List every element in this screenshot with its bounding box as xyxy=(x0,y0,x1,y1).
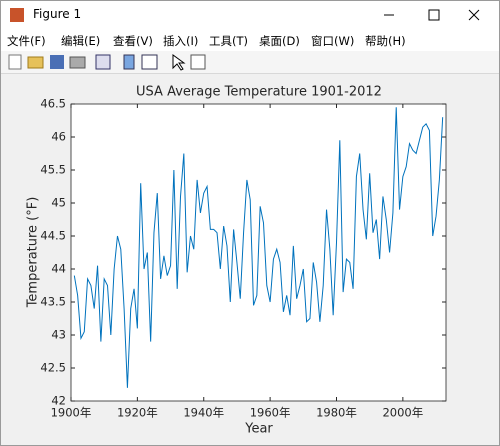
app-icon xyxy=(10,8,24,22)
x-tick-label: 1940年 xyxy=(183,406,224,420)
menu-item[interactable]: 窗口(W) xyxy=(311,34,355,48)
x-tick-label: 1980年 xyxy=(316,406,357,420)
y-tick-label: 42.5 xyxy=(40,361,66,375)
toolbar xyxy=(1,51,499,74)
y-axis-label: Temperature (°F) xyxy=(26,197,41,309)
menu-item[interactable]: 插入(I) xyxy=(163,34,199,48)
y-tick-label: 42 xyxy=(51,394,66,408)
y-tick-label: 43.5 xyxy=(40,295,66,309)
menu-item[interactable]: 编辑(E) xyxy=(61,34,101,48)
x-axis-label: Year xyxy=(244,422,273,437)
x-tick-label: 1960年 xyxy=(250,406,291,420)
x-tick-label: 2000年 xyxy=(382,406,423,420)
link-icon[interactable] xyxy=(95,54,111,70)
window-title: Figure 1 xyxy=(33,7,82,21)
open-icon[interactable] xyxy=(27,56,44,69)
toolbar-icons xyxy=(8,54,206,71)
menu-bar: 文件(F) 编辑(E) 查看(V) 插入(I) 工具(T) 桌面(D) 窗口(W) 帮助(H) xyxy=(1,29,499,51)
data-line xyxy=(73,107,444,388)
x-tick-label: 1900年 xyxy=(51,406,92,420)
menu-item[interactable]: 文件(F) xyxy=(7,34,46,48)
maximize-button[interactable] xyxy=(428,9,440,21)
chart-title: USA Average Temperature 1901-2012 xyxy=(136,85,382,100)
title-bar: Figure 1 xyxy=(1,1,499,29)
y-tick-label: 46.5 xyxy=(40,97,66,111)
y-tick-label: 45 xyxy=(51,196,66,210)
y-tick-label: 46 xyxy=(51,130,66,144)
menu-item[interactable]: 工具(T) xyxy=(209,34,248,48)
title-icons xyxy=(10,8,480,22)
property-icon[interactable] xyxy=(190,54,206,70)
pointer-icon[interactable] xyxy=(172,54,186,71)
y-tick-label: 44 xyxy=(51,262,66,276)
y-tick-label: 45.5 xyxy=(40,163,66,177)
menu-item[interactable]: 桌面(D) xyxy=(259,34,300,48)
save-icon[interactable] xyxy=(50,55,64,69)
new-icon[interactable] xyxy=(8,54,22,70)
x-tick-label: 1920年 xyxy=(117,406,158,420)
menu-item[interactable]: 帮助(H) xyxy=(365,34,406,48)
y-tick-label: 43 xyxy=(51,328,66,342)
menu-item[interactable]: 查看(V) xyxy=(113,34,153,48)
colorbar-icon[interactable] xyxy=(123,54,135,70)
legend-icon[interactable] xyxy=(141,54,158,70)
print-icon[interactable] xyxy=(69,56,86,69)
chart: USA Average Temperature 1901-2012 Year T… xyxy=(26,85,447,437)
y-tick-label: 44.5 xyxy=(40,229,66,243)
close-button[interactable] xyxy=(468,9,480,21)
